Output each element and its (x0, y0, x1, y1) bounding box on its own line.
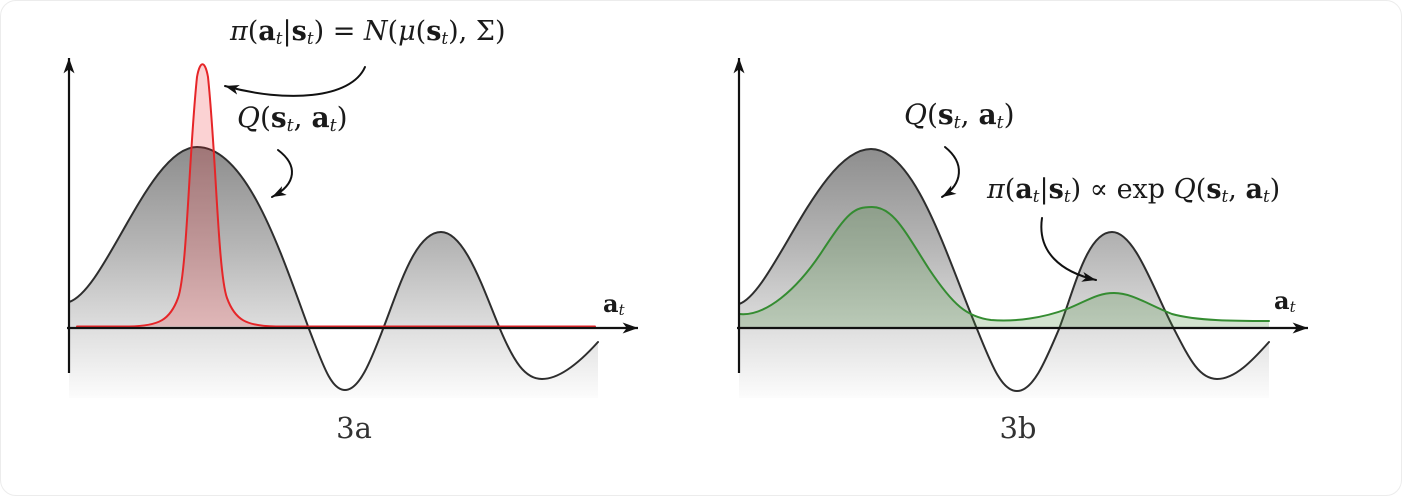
q-curve-fill-right (739, 149, 1269, 398)
annotation-arrow-q-right (941, 146, 960, 198)
label-policy-gaussian: π(at|st) = N(μ(st), Σ) (230, 16, 506, 48)
caption-3a: 3a (336, 411, 372, 445)
panel-3a-group (63, 58, 638, 398)
policy-gaussian-curve (76, 63, 596, 328)
policy-softmax-fill (739, 207, 1269, 328)
caption-3b: 3b (999, 411, 1037, 445)
q-curve-fill-left (69, 147, 598, 398)
annotation-arrow-q-left (271, 149, 293, 198)
label-q-left: Q(st, at) (237, 101, 348, 136)
annotation-arrow-policy-right (1040, 217, 1097, 282)
q-curve-right (738, 147, 1270, 393)
axis-label-at-right: at (1274, 286, 1296, 317)
label-q-right: Q(st, at) (904, 98, 1015, 133)
label-policy-softmax: π(at|st) ∝ exp Q(st, at) (987, 174, 1281, 206)
panel-3b-group (733, 58, 1308, 398)
policy-softmax-curve (738, 205, 1270, 322)
axis-label-at-left: at (603, 289, 625, 320)
q-curve-left (68, 145, 599, 392)
annotation-arrow-policy-left (224, 66, 366, 97)
